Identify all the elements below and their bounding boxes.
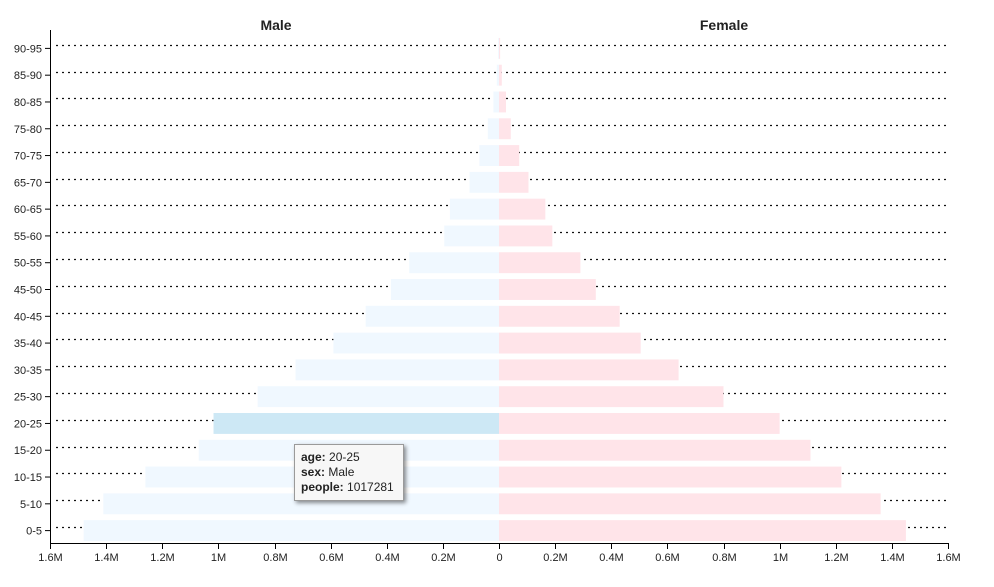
y-tick-label: 80-85 [14,97,42,109]
bar-female [499,332,641,354]
bar-male [479,145,499,167]
bar-female [499,198,546,220]
x-tick-label: 0.4M [599,552,623,564]
bar-male [498,37,499,59]
bar-female [499,466,842,488]
bar-female [499,279,596,300]
x-tick-label: 0.4M [375,552,399,564]
y-tick-label: 55-60 [14,231,42,243]
x-tick-label: 0.2M [543,552,567,564]
bar-female [499,225,553,247]
bar-female [499,91,507,113]
bar-male [493,91,499,113]
bar-male [449,198,499,220]
y-tick-label: 60-65 [14,204,42,216]
x-tick-label: 1.6M [38,552,62,564]
y-tick-label: 5-10 [20,499,42,511]
bar-female [499,171,529,193]
tooltip-age-label: age: [301,450,326,464]
female-header: Female [700,17,748,33]
y-tick-label: 10-15 [14,472,42,484]
y-tick-label: 90-95 [14,43,42,55]
x-tick-label: 1.4M [880,552,904,564]
bar-female [499,252,581,274]
tooltip: age: 20-25 sex: Male people: 1017281 [294,444,404,501]
tooltip-people-row: people: 1017281 [301,480,397,495]
x-tick-label: 0.2M [431,552,455,564]
tooltip-age-value: 20-25 [329,450,360,464]
bar-male [365,305,499,327]
y-tick-label: 65-70 [14,177,42,189]
bar-female [499,118,511,140]
y-tick-label: 15-20 [14,445,42,457]
bar-female [499,412,780,434]
tooltip-sex-label: sex: [301,465,326,479]
y-tick-label: 75-80 [14,124,42,136]
y-tick-label: 25-30 [14,392,42,404]
bar-male [496,64,499,86]
male-header: Male [260,17,291,33]
x-tick-label: 1M [211,552,226,564]
bar-male [469,171,499,193]
bar-male [257,386,499,408]
bar-male [213,412,499,434]
bar-female [499,439,811,461]
x-tick-label: 1.2M [150,552,174,564]
y-tick-label: 35-40 [14,338,42,350]
x-tick-label: 0.6M [655,552,679,564]
y-tick-label: 40-45 [14,311,42,323]
y-tick-label: 20-25 [14,418,42,430]
x-tick-label: 1.4M [94,552,118,564]
x-tick-label: 1.2M [824,552,848,564]
tooltip-people-value: 1017281 [347,480,394,494]
bar-male [444,225,499,247]
x-tick-label: 0.8M [263,552,287,564]
x-tick-label: 1M [773,552,788,564]
tooltip-age-row: age: 20-25 [301,450,397,465]
y-tick-label: 85-90 [14,70,42,82]
y-tick-label: 45-50 [14,285,42,297]
x-tick-label: 0 [496,552,502,564]
bar-male [333,332,499,354]
bar-female [499,386,724,408]
bar-female [499,359,679,381]
tooltip-people-label: people: [301,480,344,494]
bar-male [390,279,499,300]
x-tick-label: 0.6M [319,552,343,564]
tooltip-sex-row: sex: Male [301,465,397,480]
bar-male [409,252,499,274]
bar-female [499,37,501,59]
y-tick-label: 50-55 [14,258,42,270]
x-tick-label: 1.6M [936,552,960,564]
bar-female [499,493,881,515]
y-tick-label: 70-75 [14,151,42,163]
bar-female [499,305,620,327]
bar-female [499,64,502,86]
y-tick-label: 0-5 [26,526,42,538]
bar-female [499,520,906,542]
bar-male [295,359,499,381]
bar-male [83,520,500,542]
y-tick-label: 30-35 [14,365,42,377]
bar-female [499,145,520,167]
x-tick-label: 0.8M [712,552,736,564]
bar-male [487,118,499,140]
tooltip-sex-value: Male [328,465,355,479]
